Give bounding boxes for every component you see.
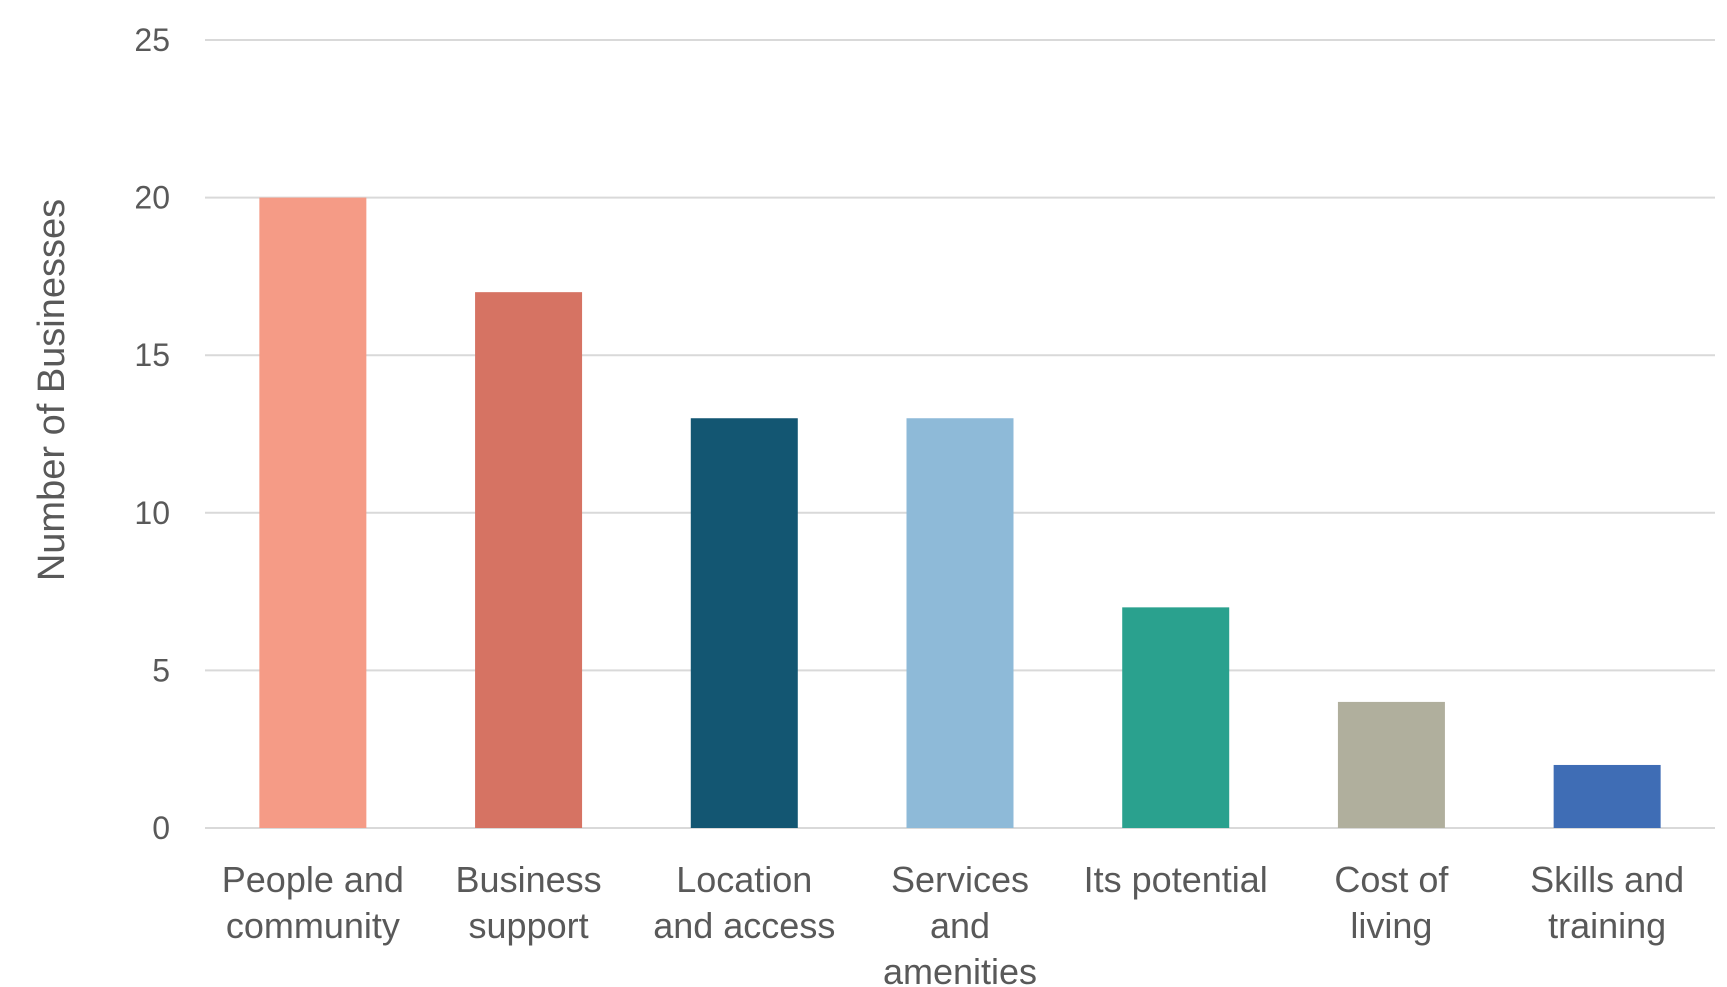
y-axis-label: Number of Businesses — [31, 199, 73, 581]
bar — [1337, 701, 1445, 828]
bar — [259, 197, 367, 829]
x-axis-categories: People and community Business support Locati… — [222, 859, 1684, 987]
x-category-label: Cost of living — [1334, 859, 1449, 946]
x-category-label: Business support — [456, 859, 602, 946]
bars — [259, 197, 1661, 829]
bar — [906, 418, 1014, 828]
x-category-label: People and community — [222, 859, 404, 946]
x-category-label: Services and amenities — [883, 859, 1037, 987]
y-tick-label: 10 — [134, 495, 170, 531]
bar — [690, 418, 798, 828]
y-tick-label: 15 — [134, 337, 170, 373]
y-tick-label: 25 — [134, 22, 170, 58]
bar — [1122, 607, 1230, 828]
x-category-label: Its potential — [1084, 859, 1268, 900]
y-tick-label: 0 — [152, 810, 170, 846]
y-tick-label: 5 — [152, 652, 170, 688]
y-axis-ticks: 0 5 10 15 20 25 — [134, 22, 170, 846]
x-category-label: Location and access — [653, 859, 835, 946]
bar — [1553, 764, 1661, 828]
x-category-label: Skills and training — [1530, 859, 1684, 946]
y-tick-label: 20 — [134, 180, 170, 216]
bar — [475, 292, 583, 828]
